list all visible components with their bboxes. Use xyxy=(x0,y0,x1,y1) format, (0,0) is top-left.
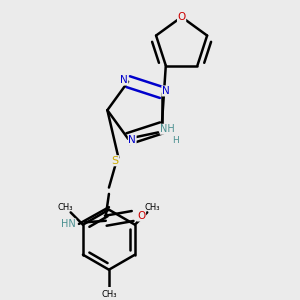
Text: H: H xyxy=(172,136,179,145)
Text: NH: NH xyxy=(160,124,175,134)
Text: N: N xyxy=(162,86,169,96)
Text: N: N xyxy=(128,135,136,145)
Text: CH₃: CH₃ xyxy=(58,203,74,212)
Text: O: O xyxy=(137,211,146,221)
Text: HN: HN xyxy=(61,219,76,229)
Text: CH₃: CH₃ xyxy=(144,203,160,212)
Text: CH₃: CH₃ xyxy=(101,290,117,298)
Text: O: O xyxy=(178,12,186,22)
Text: S: S xyxy=(112,156,119,166)
Text: N: N xyxy=(120,75,128,85)
